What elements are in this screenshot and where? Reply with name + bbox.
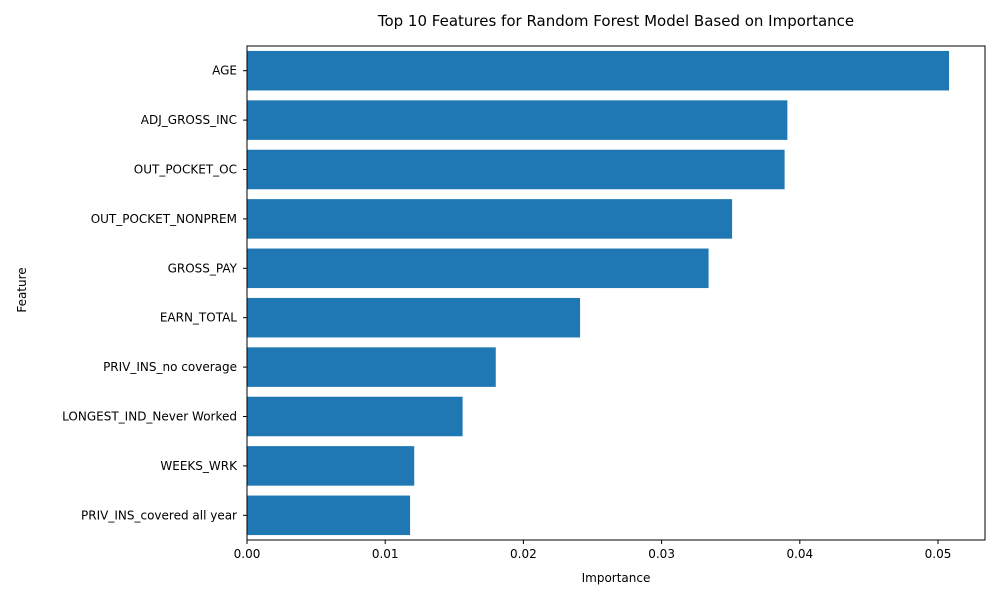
bar-gross-pay: [247, 248, 709, 289]
y-tick-label: EARN_TOTAL: [160, 311, 237, 325]
x-tick-label: 0.03: [648, 547, 675, 561]
bar-priv-ins-covered-all-year: [247, 495, 411, 536]
x-tick-label: 0.04: [786, 547, 813, 561]
axes-layer: AGE ADJ_GROSS_INC OUT_POCKET_OC OUT_POCKET_…: [62, 45, 986, 561]
x-tick-label: 0.05: [925, 547, 952, 561]
y-axis-title: Feature: [15, 267, 29, 312]
bar-age: [247, 50, 950, 91]
x-tick-label: 0.01: [372, 547, 399, 561]
plot-frame: [246, 45, 986, 541]
bar-adj-gross-inc: [247, 100, 788, 140]
bar-priv-ins-no-coverage: [247, 347, 496, 387]
y-tick-label: WEEKS_WRK: [160, 459, 238, 473]
bars-layer: [247, 50, 950, 536]
y-tick-label: AGE: [212, 64, 237, 78]
bar-out-pocket-nonprem: [247, 199, 733, 239]
y-tick-label: GROSS_PAY: [168, 261, 238, 275]
y-tick-label: PRIV_INS_covered all year: [81, 508, 237, 522]
y-tick-label: OUT_POCKET_OC: [134, 163, 237, 177]
chart-title: Top 10 Features for Random Forest Model …: [377, 12, 854, 30]
y-tick-label: LONGEST_IND_Never Worked: [62, 410, 237, 424]
bar-out-pocket-oc: [247, 149, 785, 190]
x-axis-title: Importance: [582, 571, 651, 585]
y-tick-label: PRIV_INS_no coverage: [103, 360, 237, 374]
x-tick-label: 0.02: [510, 547, 537, 561]
bar-weeks-wrk: [247, 446, 415, 486]
y-tick-label: ADJ_GROSS_INC: [141, 113, 237, 127]
x-tick-label: 0.00: [234, 547, 261, 561]
bar-earn-total: [247, 297, 581, 338]
bar-longest-ind-never-worked: [247, 396, 463, 437]
y-tick-label: OUT_POCKET_NONPREM: [91, 212, 237, 226]
